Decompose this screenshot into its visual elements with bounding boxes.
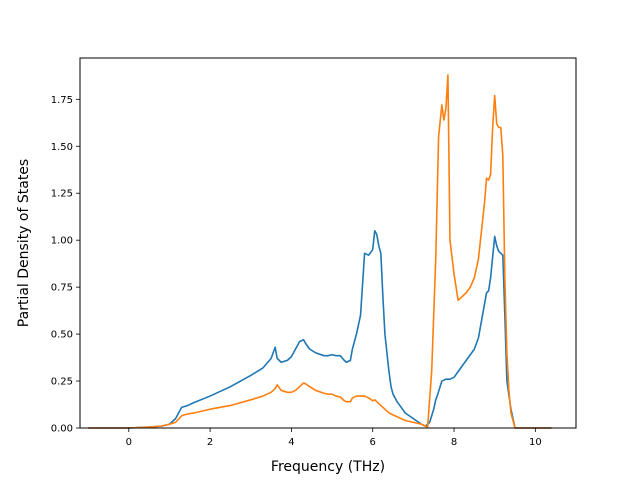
y-tick-label: 0.00 [51, 424, 73, 435]
x-tick-label: 2 [207, 437, 213, 448]
y-tick-label: 0.50 [51, 330, 73, 341]
x-axis-label: Frequency (THz) [271, 459, 385, 475]
series-line-1 [88, 229, 552, 429]
x-tick-label: 10 [529, 437, 542, 448]
y-tick-label: 0.25 [51, 377, 73, 388]
series-line-2 [88, 74, 552, 429]
plot-frame [79, 57, 577, 429]
y-tick-label: 1.00 [51, 236, 73, 247]
x-tick-label: 0 [126, 437, 132, 448]
y-tick-label: 1.50 [51, 142, 73, 153]
ticks-layer: 0 2 4 6 8 10 0.00 0.25 0.50 0.75 1.00 1.25 1.50 1.75 [51, 95, 542, 448]
x-tick-label: 8 [451, 437, 457, 448]
y-tick-label: 0.75 [51, 283, 73, 294]
y-tick-label: 1.25 [51, 189, 73, 200]
y-axis-label: Partial Density of States [16, 159, 32, 327]
x-tick-label: 4 [288, 437, 294, 448]
x-tick-label: 6 [370, 437, 376, 448]
y-tick-label: 1.75 [51, 95, 73, 106]
series-layer [88, 74, 552, 429]
